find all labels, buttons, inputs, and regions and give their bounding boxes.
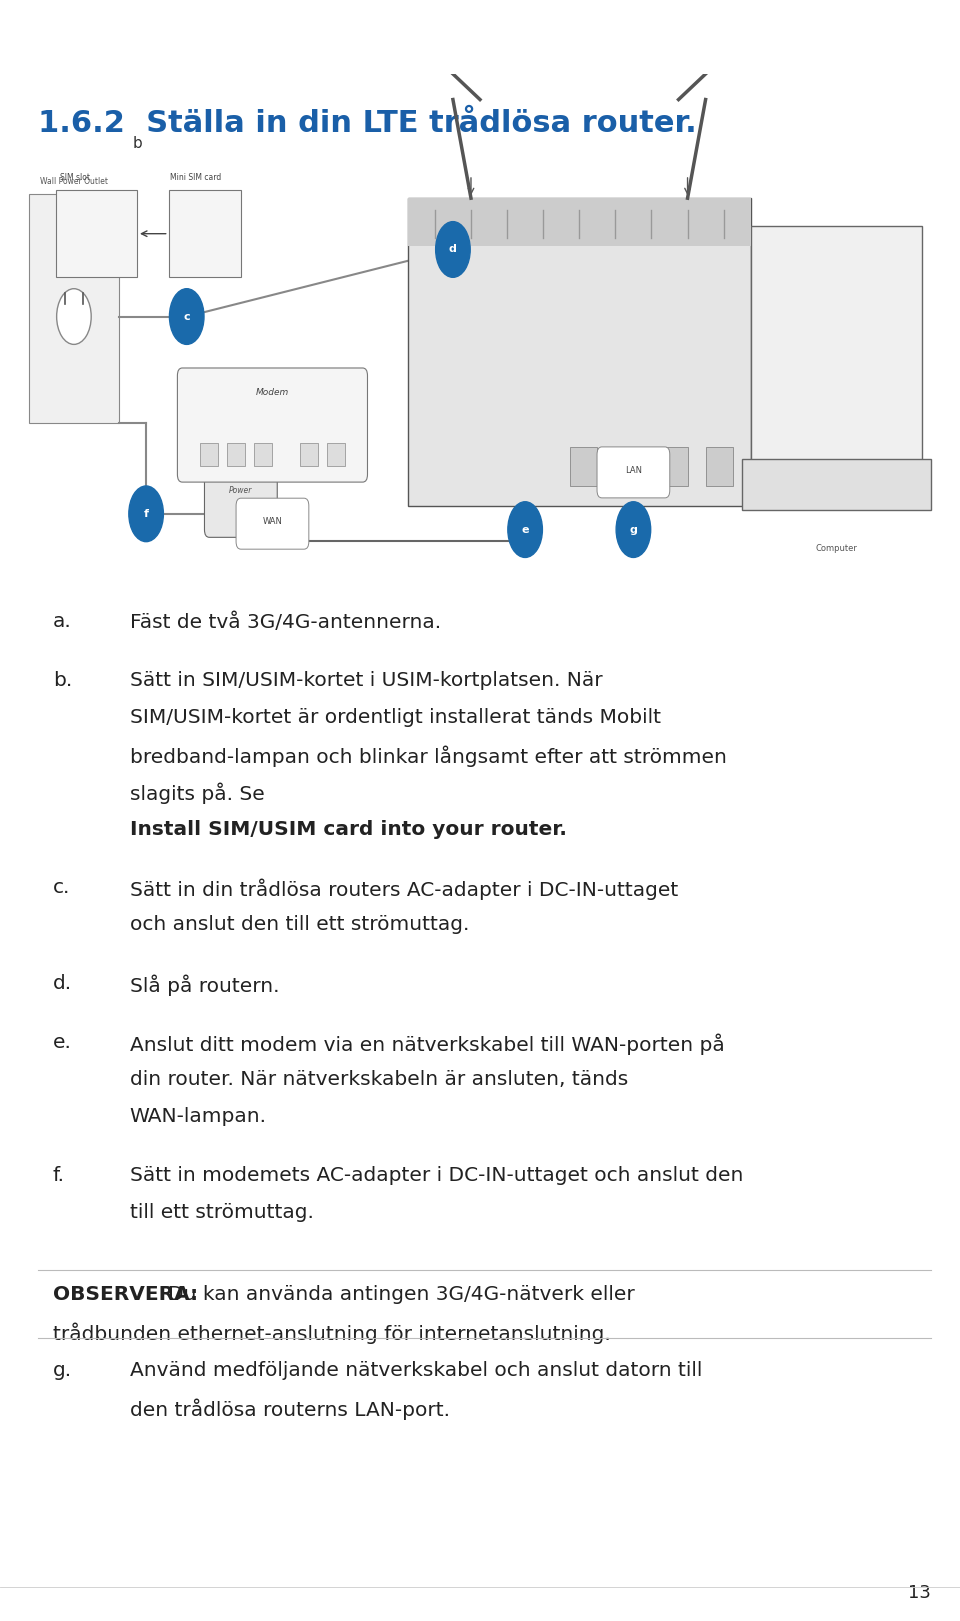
FancyBboxPatch shape [751, 225, 923, 462]
FancyBboxPatch shape [236, 498, 309, 550]
Circle shape [169, 289, 204, 344]
FancyBboxPatch shape [300, 443, 318, 467]
FancyBboxPatch shape [408, 198, 751, 506]
Text: OBSERVERA:: OBSERVERA: [53, 1285, 198, 1305]
FancyBboxPatch shape [178, 368, 368, 481]
Text: f.: f. [53, 1165, 64, 1185]
FancyBboxPatch shape [169, 190, 241, 277]
Text: SIM/USIM-kortet är ordentligt installerat tänds Mobilt: SIM/USIM-kortet är ordentligt installera… [130, 708, 660, 728]
Circle shape [436, 222, 470, 277]
Text: Anslut ditt modem via en nätverkskabel till WAN-porten på: Anslut ditt modem via en nätverkskabel t… [130, 1033, 725, 1055]
Text: Sätt in modemets AC-adapter i DC-IN-uttaget och anslut den: Sätt in modemets AC-adapter i DC-IN-utta… [130, 1165, 743, 1185]
Text: Du kan använda antingen 3G/4G-nätverk eller: Du kan använda antingen 3G/4G-nätverk el… [168, 1285, 635, 1305]
FancyBboxPatch shape [254, 443, 273, 467]
Text: Mini SIM card: Mini SIM card [171, 173, 222, 183]
Text: Computer: Computer [815, 545, 857, 553]
Text: LAN: LAN [625, 465, 642, 475]
Text: Sätt in SIM/USIM-kortet i USIM-kortplatsen. När: Sätt in SIM/USIM-kortet i USIM-kortplats… [130, 671, 602, 691]
Text: a.: a. [53, 613, 72, 631]
Text: din router. När nätverkskabeln är ansluten, tänds: din router. När nätverkskabeln är anslut… [130, 1070, 628, 1089]
Text: och anslut den till ett strömuttag.: och anslut den till ett strömuttag. [130, 916, 469, 934]
Text: b: b [132, 136, 142, 151]
Text: den trådlösa routerns LAN-port.: den trådlösa routerns LAN-port. [130, 1399, 449, 1420]
FancyBboxPatch shape [570, 447, 597, 486]
FancyBboxPatch shape [597, 447, 670, 498]
Text: d.: d. [53, 974, 72, 994]
Text: f: f [144, 509, 149, 519]
FancyBboxPatch shape [29, 195, 119, 423]
FancyBboxPatch shape [326, 443, 345, 467]
Text: Modem: Modem [255, 387, 289, 397]
FancyBboxPatch shape [204, 467, 277, 537]
FancyBboxPatch shape [615, 447, 642, 486]
Text: c.: c. [53, 879, 70, 898]
Circle shape [57, 289, 91, 344]
Text: Fäst de två 3G/4G-antennerna.: Fäst de två 3G/4G-antennerna. [130, 613, 441, 632]
Text: 1.6.2  Ställa in din LTE trådlösa router.: 1.6.2 Ställa in din LTE trådlösa router. [38, 109, 697, 138]
FancyBboxPatch shape [660, 447, 687, 486]
Text: slagits på. Se: slagits på. Se [130, 783, 264, 804]
Text: Slå på routern.: Slå på routern. [130, 974, 279, 995]
Text: bredband-lampan och blinkar långsamt efter att strömmen: bredband-lampan och blinkar långsamt eft… [130, 746, 727, 767]
Text: SIM slot: SIM slot [60, 173, 90, 183]
Text: Sätt in din trådlösa routers AC-adapter i DC-IN-uttaget: Sätt in din trådlösa routers AC-adapter … [130, 879, 678, 900]
Text: Använd medföljande nätverkskabel och anslut datorn till: Använd medföljande nätverkskabel och ans… [130, 1362, 702, 1379]
Text: Wall Power Outlet: Wall Power Outlet [40, 177, 108, 186]
FancyBboxPatch shape [228, 443, 246, 467]
Text: Install SIM/USIM card into your router.: Install SIM/USIM card into your router. [130, 820, 566, 838]
Text: e.: e. [53, 1033, 72, 1052]
FancyBboxPatch shape [706, 447, 732, 486]
FancyBboxPatch shape [408, 198, 751, 245]
Text: d: d [449, 245, 457, 254]
FancyBboxPatch shape [56, 190, 137, 277]
Circle shape [616, 503, 651, 558]
Text: e: e [521, 525, 529, 535]
Text: 13: 13 [908, 1584, 931, 1603]
Text: WAN: WAN [262, 517, 282, 527]
Circle shape [129, 486, 163, 541]
FancyBboxPatch shape [201, 443, 218, 467]
Text: Power: Power [229, 486, 252, 494]
Text: trådbunden ethernet-anslutning för internetanslutning.: trådbunden ethernet-anslutning för inter… [53, 1323, 611, 1344]
Text: g.: g. [53, 1362, 72, 1379]
Text: till ett strömuttag.: till ett strömuttag. [130, 1203, 314, 1222]
Circle shape [508, 503, 542, 558]
Text: c: c [183, 311, 190, 321]
FancyBboxPatch shape [742, 459, 931, 511]
Text: WAN-lampan.: WAN-lampan. [130, 1107, 267, 1127]
Text: b.: b. [53, 671, 72, 691]
Text: g: g [630, 525, 637, 535]
